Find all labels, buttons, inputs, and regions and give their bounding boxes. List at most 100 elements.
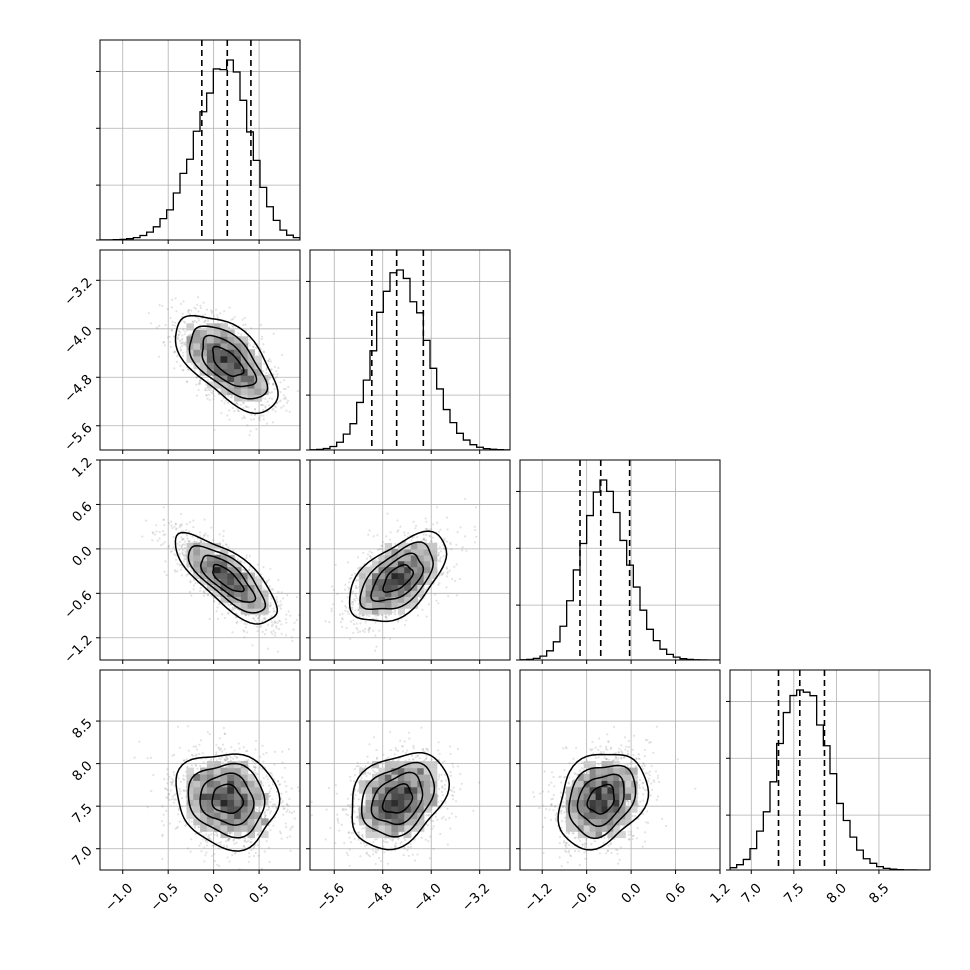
density-cell: [220, 572, 228, 580]
sample-point: [369, 555, 372, 558]
sample-point: [394, 542, 397, 546]
sample-point: [227, 612, 230, 615]
sample-point: [225, 543, 228, 546]
sample-point: [206, 397, 209, 400]
sample-point: [181, 552, 184, 555]
density-cell: [234, 602, 242, 609]
sample-point: [242, 323, 245, 326]
sample-point: [255, 346, 258, 350]
density-cell: [378, 596, 386, 603]
sample-point: [372, 617, 375, 620]
sample-point: [352, 631, 355, 634]
sample-point: [474, 528, 477, 532]
sample-point: [287, 385, 290, 388]
sample-point: [384, 616, 388, 619]
sample-point: [191, 753, 194, 757]
density-cell: [378, 584, 386, 591]
density-cell: [234, 368, 242, 376]
sample-point: [275, 596, 278, 599]
sample-point: [256, 563, 260, 566]
sample-point: [290, 826, 293, 829]
sample-point: [272, 383, 275, 386]
density-cell: [261, 381, 269, 389]
sample-point: [235, 612, 238, 615]
density-cell: [213, 368, 222, 376]
density-cell: [247, 368, 255, 376]
sample-point: [415, 524, 418, 528]
sample-point: [228, 326, 231, 329]
density-cell: [397, 590, 405, 597]
sample-point: [182, 351, 185, 354]
sample-point: [271, 421, 275, 424]
density-cell: [430, 566, 438, 574]
sample-point: [261, 587, 264, 590]
density-cell: [200, 543, 208, 550]
sample-point: [243, 636, 246, 639]
sample-point: [180, 530, 183, 533]
sample-point: [202, 590, 205, 593]
sample-point: [241, 417, 244, 420]
sample-point: [203, 313, 207, 316]
sample-point: [180, 546, 183, 549]
sample-point: [180, 564, 183, 567]
sample-point: [192, 579, 195, 582]
sample-point: [222, 535, 225, 538]
density-cell: [254, 596, 262, 603]
density-cell: [227, 381, 235, 389]
sample-point: [197, 388, 200, 392]
density-cell: [378, 608, 386, 615]
density-cell: [404, 596, 412, 603]
sample-point: [211, 392, 215, 395]
sample-point: [186, 537, 189, 540]
sample-point: [369, 564, 372, 567]
sample-point: [170, 306, 173, 309]
sample-point: [242, 629, 245, 632]
sample-point: [141, 535, 144, 538]
contour-line: [201, 334, 258, 388]
sample-point: [233, 608, 236, 611]
sample-point: [274, 621, 277, 624]
sample-point: [275, 402, 279, 405]
sample-point: [179, 780, 182, 783]
sample-point: [173, 367, 176, 370]
density-cell: [247, 596, 255, 603]
density-cell: [365, 608, 373, 615]
sample-point: [437, 551, 440, 555]
sample-point: [354, 584, 357, 587]
sample-point: [271, 623, 274, 626]
sample-point: [155, 326, 158, 329]
density-cell: [200, 578, 208, 585]
sample-point: [440, 572, 443, 576]
sample-point: [224, 394, 227, 397]
density-cell: [397, 560, 405, 568]
sample-point: [276, 600, 279, 604]
density-cell: [359, 590, 367, 597]
histogram-panel-1: [96, 39, 301, 241]
sample-point: [270, 597, 273, 600]
sample-point: [227, 604, 231, 607]
sample-point: [437, 583, 440, 587]
sample-point: [287, 610, 290, 613]
sample-point: [285, 401, 289, 404]
sample-point: [204, 388, 207, 392]
sample-point: [247, 614, 250, 617]
density-cell: [410, 543, 418, 550]
sample-point: [355, 597, 358, 600]
sample-point: [167, 546, 170, 549]
sample-point: [374, 621, 377, 624]
density-cell: [397, 578, 405, 585]
density-cell: [430, 554, 438, 562]
sample-point: [383, 636, 386, 640]
sample-point: [191, 535, 194, 538]
sample-point: [385, 535, 388, 538]
sample-point: [424, 527, 427, 531]
sample-point: [260, 403, 263, 407]
sample-point: [344, 583, 347, 587]
density-cell: [247, 590, 255, 597]
sample-point: [226, 756, 229, 759]
sample-point: [263, 351, 266, 354]
density-cell: [378, 602, 386, 609]
density-cell: [378, 566, 386, 574]
sample-point: [263, 633, 267, 636]
sample-point: [232, 549, 235, 552]
